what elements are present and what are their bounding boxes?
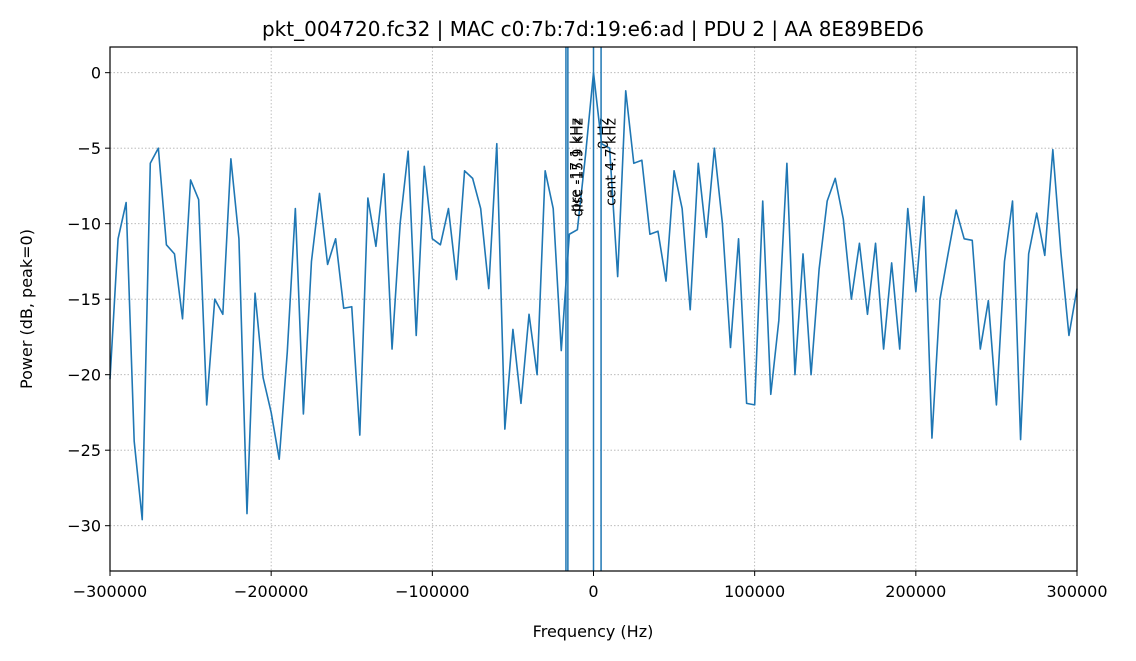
y-tick-label: −5 (77, 139, 101, 158)
y-tick-label: 0 (91, 64, 101, 83)
marker-label: cent 4.7 kHz (604, 118, 620, 206)
x-tick-label: −300000 (73, 582, 147, 601)
x-tick-label: 100000 (724, 582, 785, 601)
x-tick-label: 300000 (1046, 582, 1107, 601)
marker-label: disc -15.9 kHz (570, 118, 586, 217)
y-tick-label: −15 (67, 290, 101, 309)
chart-title: pkt_004720.fc32 | MAC c0:7b:7d:19:e6:ad … (262, 17, 924, 41)
y-tick-label: −20 (67, 366, 101, 385)
y-tick-label: −25 (67, 441, 101, 460)
y-tick-label: −30 (67, 517, 101, 536)
marker-label: 0 Hz (596, 118, 612, 149)
y-axis-label: Power (dB, peak=0) (17, 229, 36, 389)
x-tick-label: −100000 (395, 582, 469, 601)
marker-label: pre -17.1 kHz (569, 118, 585, 212)
x-axis-label: Frequency (Hz) (533, 622, 654, 641)
x-tick-label: −200000 (234, 582, 308, 601)
x-tick-label: 200000 (885, 582, 946, 601)
x-tick-label: 0 (588, 582, 598, 601)
plot-frame (109, 46, 1078, 572)
y-tick-label: −10 (67, 215, 101, 234)
